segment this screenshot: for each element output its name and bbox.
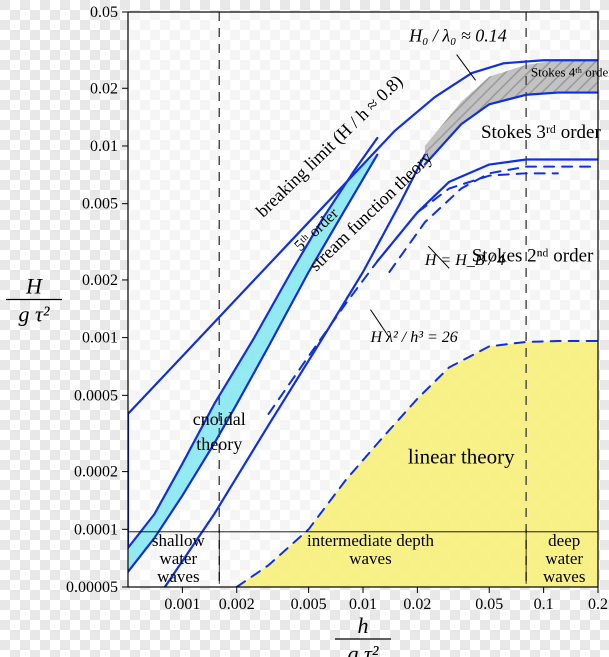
svg-text:linear theory: linear theory (408, 445, 515, 469)
svg-text:0.0001: 0.0001 (74, 521, 118, 538)
svg-text:H = H_B / 4: H = H_B / 4 (424, 252, 505, 269)
svg-text:Stokes 3ʳᵈ order: Stokes 3ʳᵈ order (481, 122, 601, 143)
svg-text:g τ²: g τ² (348, 641, 379, 657)
svg-text:shallow: shallow (152, 531, 206, 550)
svg-text:theory: theory (196, 434, 242, 454)
svg-text:H₀ / λ₀ ≈ 0.14: H₀ / λ₀ ≈ 0.14 (408, 26, 507, 46)
svg-text:H λ² / h³ = 26: H λ² / h³ = 26 (369, 329, 457, 346)
svg-text:0.2: 0.2 (588, 596, 608, 613)
svg-text:0.002: 0.002 (219, 596, 255, 613)
svg-text:g τ²: g τ² (19, 302, 50, 327)
svg-text:Stokes 4ᵗʰ order: Stokes 4ᵗʰ order (531, 65, 609, 80)
svg-text:0.02: 0.02 (90, 80, 118, 97)
svg-text:waves: waves (349, 549, 391, 568)
svg-text:0.02: 0.02 (403, 596, 431, 613)
svg-text:H: H (25, 274, 43, 299)
svg-text:0.01: 0.01 (349, 596, 377, 613)
svg-text:h: h (358, 613, 369, 638)
svg-text:0.00005: 0.00005 (66, 579, 118, 596)
svg-text:0.005: 0.005 (291, 596, 327, 613)
svg-text:0.1: 0.1 (534, 596, 554, 613)
svg-text:0.0005: 0.0005 (74, 387, 118, 404)
chart-svg: 0.001 0.002 0.005 0.01 0.02 0.05 0.1 0.2 0.00005… (0, 0, 609, 657)
svg-text:water: water (159, 549, 197, 568)
svg-text:0.05: 0.05 (475, 596, 503, 613)
svg-text:0.002: 0.002 (82, 272, 118, 289)
svg-text:cnoidal: cnoidal (193, 409, 246, 429)
svg-text:waves: waves (543, 567, 585, 586)
svg-text:0.01: 0.01 (90, 138, 118, 155)
svg-text:waves: waves (157, 567, 199, 586)
svg-text:0.001: 0.001 (164, 596, 200, 613)
svg-text:intermediate depth: intermediate depth (307, 531, 434, 550)
svg-text:water: water (545, 549, 583, 568)
svg-text:0.001: 0.001 (82, 330, 118, 347)
svg-text:0.005: 0.005 (82, 196, 118, 213)
svg-text:0.05: 0.05 (90, 4, 118, 21)
svg-text:deep: deep (548, 531, 580, 550)
svg-text:0.0002: 0.0002 (74, 464, 118, 481)
wave-theory-chart: 0.001 0.002 0.005 0.01 0.02 0.05 0.1 0.2 0.00005… (0, 0, 609, 657)
